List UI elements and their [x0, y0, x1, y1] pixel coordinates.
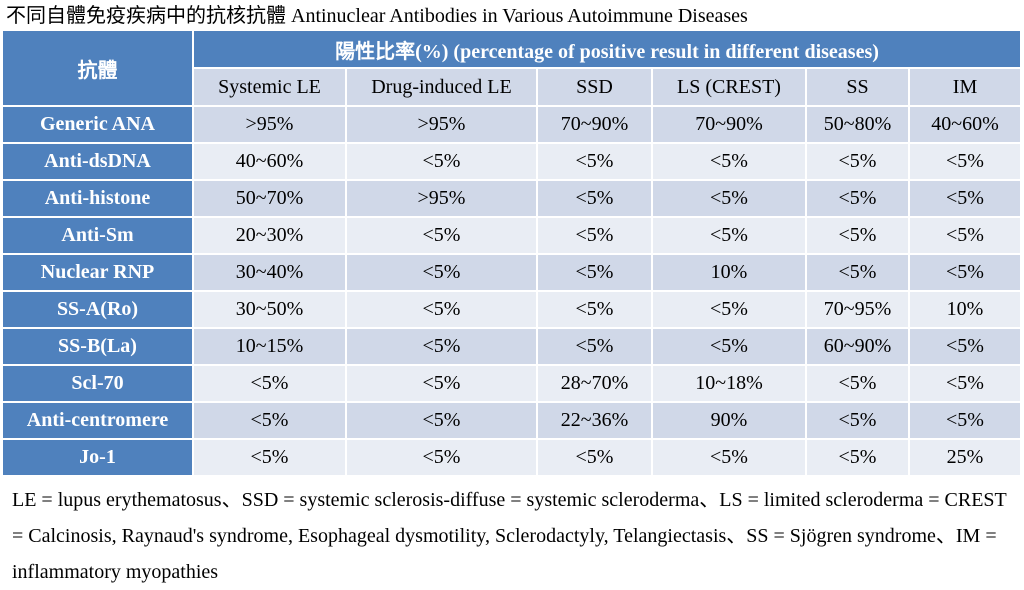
table-cell: 10~18%: [652, 365, 807, 403]
table-cell: 90%: [652, 402, 807, 440]
row-label: Jo-1: [3, 439, 194, 477]
column-header: IM: [909, 68, 1023, 107]
table-cell: <5%: [537, 439, 653, 477]
table-cell: 25%: [909, 439, 1023, 477]
table-cell: <5%: [652, 217, 807, 255]
table-cell: <5%: [346, 402, 538, 440]
table-cell: <5%: [909, 328, 1023, 366]
table-cell: <5%: [652, 328, 807, 366]
table-cell: <5%: [537, 217, 653, 255]
table-cell: <5%: [652, 143, 807, 181]
table-cell: 22~36%: [537, 402, 653, 440]
table-cell: <5%: [537, 143, 653, 181]
table-cell: <5%: [909, 180, 1023, 218]
table-cell: <5%: [806, 365, 910, 403]
table-row: Anti-histone 50~70% >95% <5% <5% <5% <5%: [3, 180, 1023, 218]
table-cell: 10~15%: [193, 328, 347, 366]
row-label: Nuclear RNP: [3, 254, 194, 292]
table-cell: 70~95%: [806, 291, 910, 329]
antibody-table: 抗體 陽性比率(%) (percentage of positive resul…: [3, 31, 1023, 477]
table-cell: <5%: [652, 291, 807, 329]
footnote: LE = lupus erythematosus、SSD = systemic …: [12, 489, 1007, 583]
table-body: Generic ANA >95% >95% 70~90% 70~90% 50~80% 40~…: [3, 106, 1023, 477]
table-cell: <5%: [346, 143, 538, 181]
table-cell: 40~60%: [193, 143, 347, 181]
table-cell: <5%: [346, 328, 538, 366]
table-cell: <5%: [537, 291, 653, 329]
table-cell: 50~70%: [193, 180, 347, 218]
table-cell: <5%: [909, 254, 1023, 292]
group-header: 陽性比率(%) (percentage of positive result i…: [193, 31, 1023, 69]
table-cell: <5%: [537, 254, 653, 292]
table-cell: <5%: [909, 217, 1023, 255]
column-header: Systemic LE: [193, 68, 347, 107]
column-header: LS (CREST): [652, 68, 807, 107]
table-row: Scl-70 <5% <5% 28~70% 10~18% <5% <5%: [3, 365, 1023, 403]
table-cell: 10%: [909, 291, 1023, 329]
table-cell: <5%: [909, 365, 1023, 403]
row-label: Anti-dsDNA: [3, 143, 194, 181]
row-label: SS-B(La): [3, 328, 194, 366]
table-cell: <5%: [346, 291, 538, 329]
table-cell: <5%: [652, 180, 807, 218]
table-row: Anti-dsDNA 40~60% <5% <5% <5% <5% <5%: [3, 143, 1023, 181]
table-row: SS-A(Ro) 30~50% <5% <5% <5% 70~95% 10%: [3, 291, 1023, 329]
row-label: Scl-70: [3, 365, 194, 403]
table-cell: <5%: [537, 180, 653, 218]
row-label: Anti-Sm: [3, 217, 194, 255]
table-cell: <5%: [806, 180, 910, 218]
row-label: SS-A(Ro): [3, 291, 194, 329]
row-label: Anti-centromere: [3, 402, 194, 440]
table-cell: 20~30%: [193, 217, 347, 255]
row-label: Generic ANA: [3, 106, 194, 144]
table-cell: <5%: [806, 402, 910, 440]
table-cell: <5%: [909, 143, 1023, 181]
table-cell: <5%: [806, 254, 910, 292]
column-header-row: Systemic LE Drug-induced LE SSD LS (CRES…: [3, 68, 1023, 107]
table-cell: <5%: [193, 402, 347, 440]
table-cell: <5%: [909, 402, 1023, 440]
table-cell: <5%: [537, 328, 653, 366]
table-cell: 28~70%: [537, 365, 653, 403]
table-row: Anti-Sm 20~30% <5% <5% <5% <5% <5%: [3, 217, 1023, 255]
table-row: Nuclear RNP 30~40% <5% <5% 10% <5% <5%: [3, 254, 1023, 292]
table-cell: 40~60%: [909, 106, 1023, 144]
table-row: SS-B(La) 10~15% <5% <5% <5% 60~90% <5%: [3, 328, 1023, 366]
table-cell: >95%: [346, 180, 538, 218]
table-cell: <5%: [346, 365, 538, 403]
table-cell: >95%: [346, 106, 538, 144]
column-header: SS: [806, 68, 910, 107]
table-cell: <5%: [346, 217, 538, 255]
row-label: Anti-histone: [3, 180, 194, 218]
table-cell: 10%: [652, 254, 807, 292]
table-cell: 30~40%: [193, 254, 347, 292]
table-row: Generic ANA >95% >95% 70~90% 70~90% 50~80% 40~…: [3, 106, 1023, 144]
table-row: Jo-1 <5% <5% <5% <5% <5% 25%: [3, 439, 1023, 477]
corner-header: 抗體: [3, 31, 194, 107]
table-cell: <5%: [346, 254, 538, 292]
table-cell: <5%: [806, 439, 910, 477]
table-caption: 不同自體免疫疾病中的抗核抗體 Antinuclear Antibodies in…: [6, 5, 748, 27]
table-cell: <5%: [806, 143, 910, 181]
table-cell: <5%: [193, 439, 347, 477]
column-header: Drug-induced LE: [346, 68, 538, 107]
table-row: Anti-centromere <5% <5% 22~36% 90% <5% <5%: [3, 402, 1023, 440]
table-cell: 30~50%: [193, 291, 347, 329]
table-cell: <5%: [806, 217, 910, 255]
table-cell: 60~90%: [806, 328, 910, 366]
table-cell: <5%: [193, 365, 347, 403]
table-cell: 70~90%: [537, 106, 653, 144]
column-header: SSD: [537, 68, 653, 107]
table-cell: 70~90%: [652, 106, 807, 144]
table-cell: <5%: [652, 439, 807, 477]
table-cell: 50~80%: [806, 106, 910, 144]
table-cell: <5%: [346, 439, 538, 477]
table-cell: >95%: [193, 106, 347, 144]
